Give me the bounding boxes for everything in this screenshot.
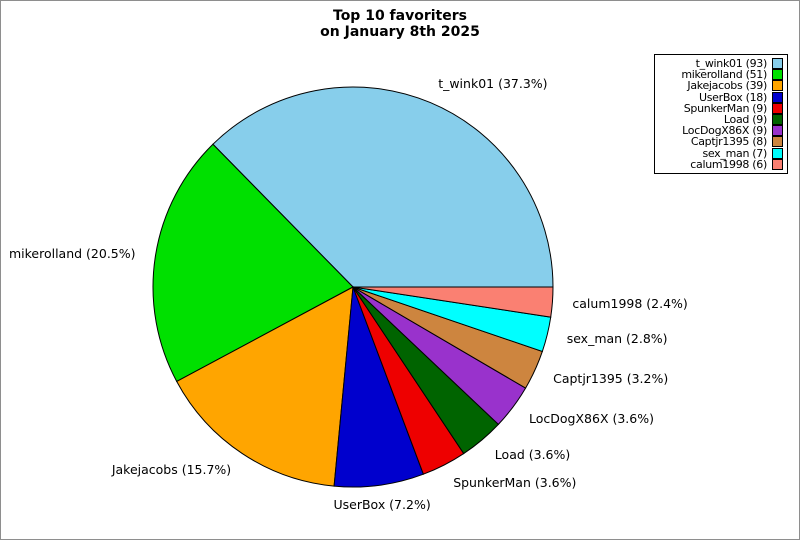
legend-item-label: Jakejacobs (39) [687,79,767,93]
legend-item: mikerolland (51) [659,68,783,82]
chart-title: Top 10 favoriters on January 8th 2025 [1,8,799,40]
legend-item-label: t_wink01 (93) [695,57,768,71]
legend: t_wink01 (93) mikerolland (51) Jakejacobs … [654,54,788,174]
legend-item: t_wink01 (93) [659,57,783,71]
pie-slice-calum1998 [352,286,554,318]
pie-slice-Jakejacobs [176,286,354,487]
chart-title-line1: Top 10 favoriters [333,8,467,24]
legend-swatch [772,114,783,126]
legend-item: Jakejacobs (39) [659,79,783,93]
legend-item-label: Captjr1395 (8) [690,135,767,149]
legend-item-label: sex_man (7) [702,146,767,160]
legend-swatch [772,136,783,148]
legend-swatch [772,58,783,70]
pie-slice-t_wink01 [212,86,554,288]
legend-item: UserBox (18) [659,90,783,104]
legend-item-label: SpunkerMan (9) [683,101,768,115]
legend-item-label: calum1998 (6) [690,157,767,171]
legend-item: LocDogX86X (9) [659,124,783,138]
legend-item: sex_man (7) [659,146,783,160]
legend-swatch [772,147,783,159]
legend-item-label: LocDogX86X (9) [682,124,767,138]
pie-slice-mikerolland [152,143,354,383]
legend-swatch [772,91,783,103]
legend-item: SpunkerMan (9) [659,101,783,115]
chart-title-line2: on January 8th 2025 [320,24,480,40]
legend-item: Load (9) [659,113,783,127]
legend-item-label: UserBox (18) [699,90,767,104]
legend-swatch [772,158,783,170]
legend-item-label: mikerolland (51) [681,68,767,82]
legend-swatch [772,69,783,81]
legend-item-label: Load (9) [723,113,767,127]
legend-swatch [772,102,783,114]
legend-swatch [772,80,783,92]
legend-item: Captjr1395 (8) [659,135,783,149]
legend-items: t_wink01 (93) mikerolland (51) Jakejacobs … [659,58,783,170]
legend-swatch [772,125,783,137]
legend-item: calum1998 (6) [659,157,783,171]
